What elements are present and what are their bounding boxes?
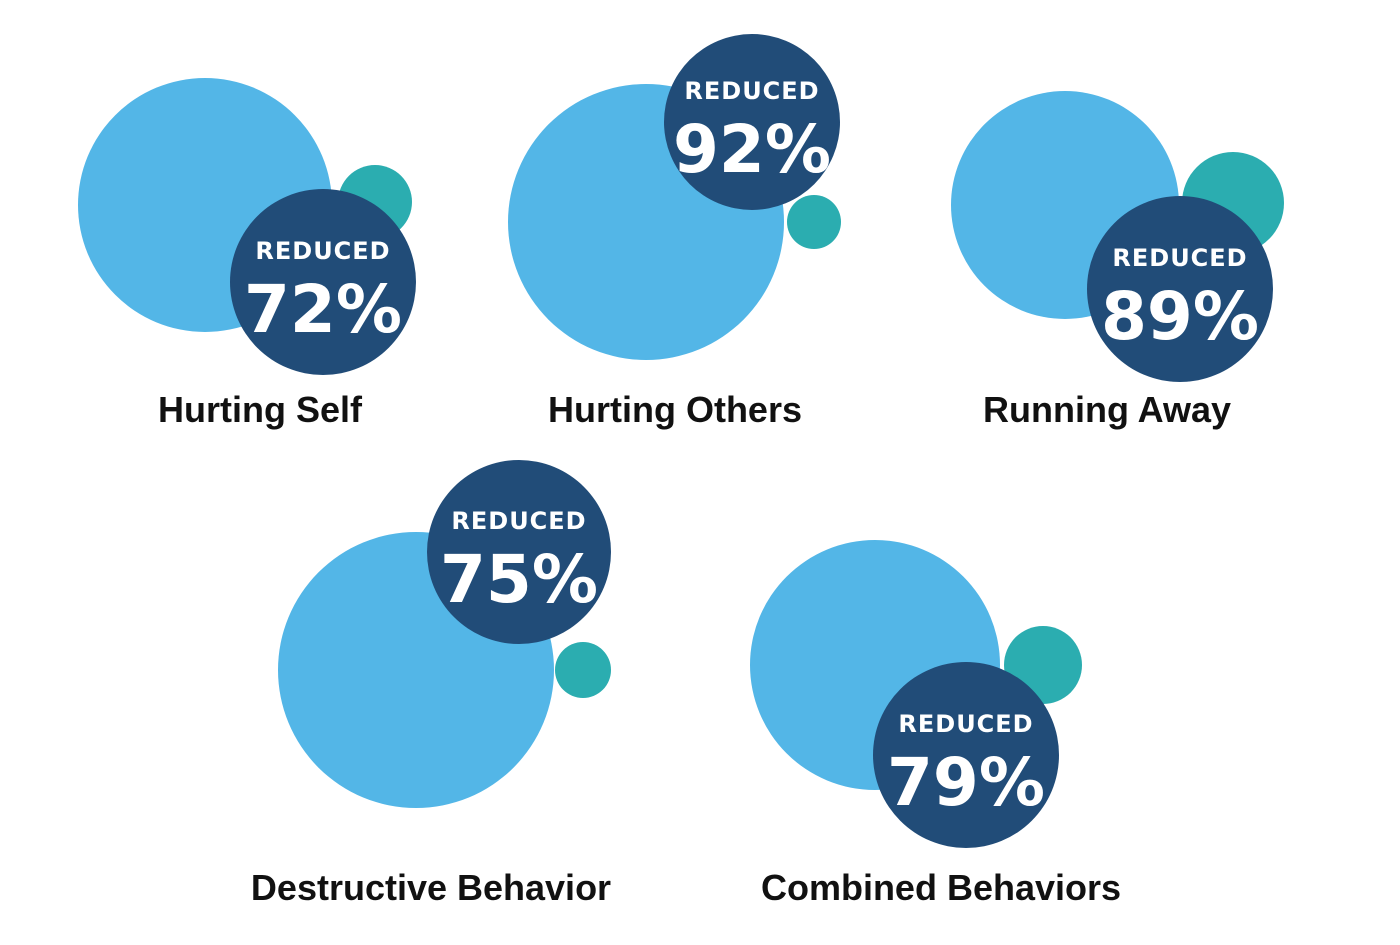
- reduction-badge: [230, 189, 416, 375]
- reduction-badge: [1087, 196, 1273, 382]
- reduction-value: 79%: [887, 744, 1045, 821]
- group-destructive-behavior: REDUCED 75% Destructive Behavior: [251, 460, 611, 908]
- reduced-label: REDUCED: [255, 237, 390, 265]
- category-label: Destructive Behavior: [251, 867, 611, 908]
- reduction-badge: [427, 460, 611, 644]
- reduced-label: REDUCED: [451, 507, 586, 535]
- reduction-value: 72%: [244, 271, 402, 348]
- reduction-value: 92%: [673, 111, 831, 188]
- group-hurting-others: REDUCED 92% Hurting Others: [508, 34, 841, 430]
- group-hurting-self: REDUCED 72% Hurting Self: [78, 78, 416, 430]
- reduction-value: 75%: [440, 541, 598, 618]
- reduced-label: REDUCED: [898, 710, 1033, 738]
- reduction-badge: [873, 662, 1059, 848]
- reduction-value: 89%: [1101, 278, 1259, 355]
- category-label: Hurting Self: [158, 389, 363, 430]
- group-combined-behaviors: REDUCED 79% Combined Behaviors: [750, 540, 1121, 908]
- group-running-away: REDUCED 89% Running Away: [951, 91, 1284, 430]
- reduction-badge: [664, 34, 840, 210]
- after-circle: [787, 195, 841, 249]
- reduced-label: REDUCED: [684, 77, 819, 105]
- category-label: Running Away: [983, 389, 1231, 430]
- category-label: Hurting Others: [548, 389, 802, 430]
- after-circle: [555, 642, 611, 698]
- reduced-label: REDUCED: [1112, 244, 1247, 272]
- category-label: Combined Behaviors: [761, 867, 1121, 908]
